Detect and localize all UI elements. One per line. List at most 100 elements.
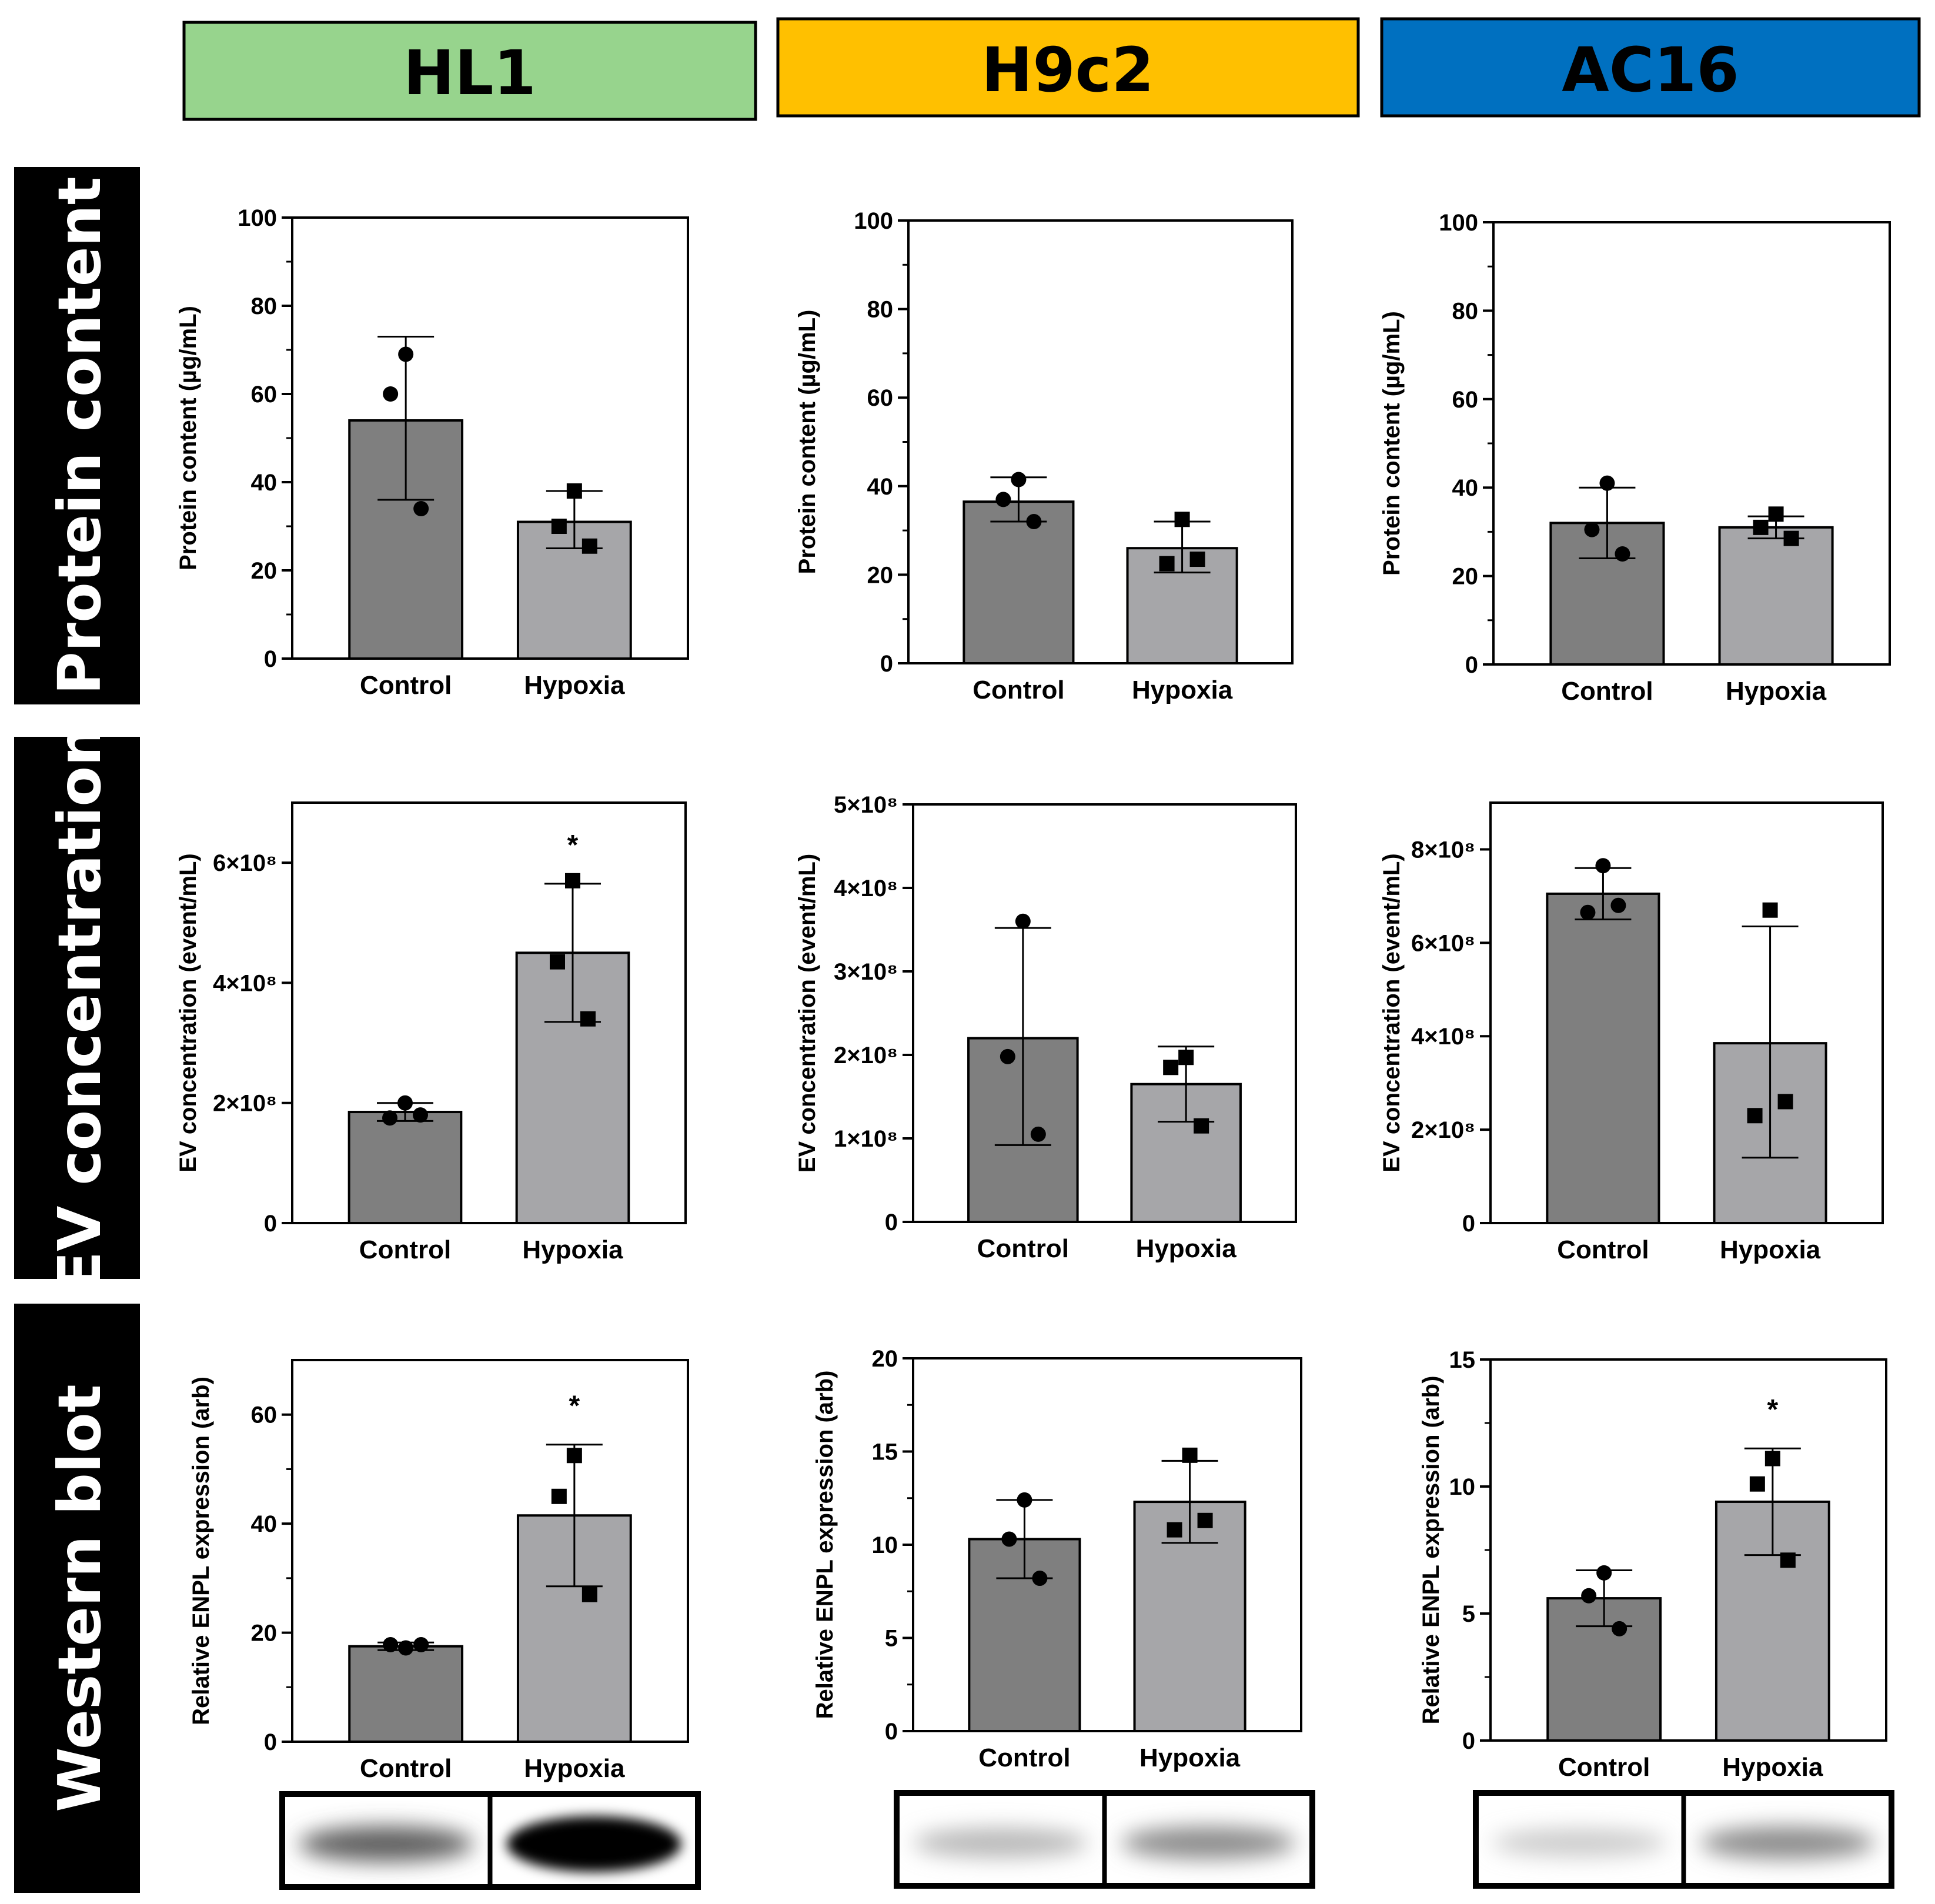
x-tick-label: Hypoxia (524, 671, 625, 700)
header-hl1-box (182, 21, 757, 121)
row-label-ev: EV concentration (14, 724, 140, 1292)
point-control (1584, 522, 1600, 537)
y-tick-label: 40 (867, 474, 894, 500)
y-tick-label: 100 (238, 205, 277, 231)
x-tick-label: Control (978, 1743, 1070, 1772)
x-tick-label: Hypoxia (1726, 677, 1827, 706)
y-axis-label: EV concentration (event/mL) (1379, 853, 1405, 1172)
y-tick-label: 60 (867, 385, 894, 411)
point-control (1612, 1621, 1627, 1636)
chart-r0-c0: 0 20 40 60 80 100 Control Hypoxia Protein conten… (175, 205, 689, 700)
header-h9c2: H9c2 (776, 17, 1360, 118)
y-tick-label: 80 (1452, 298, 1479, 324)
chart-r0-c1: 0 20 40 60 80 100 Control Hypoxia Protein conten… (794, 208, 1294, 704)
point-hypoxia (549, 954, 565, 970)
y-tick-label: 0 (264, 1729, 277, 1755)
point-control (1000, 1048, 1015, 1064)
y-tick-label: 8×10⁸ (1411, 837, 1475, 863)
y-tick-label: 20 (251, 558, 278, 584)
x-tick-label: Control (1557, 1235, 1649, 1264)
blot-band-hypoxia (1121, 1826, 1296, 1859)
x-tick-label: Hypoxia (1720, 1235, 1821, 1264)
point-control (397, 1095, 413, 1111)
y-tick-label: 100 (1439, 210, 1478, 236)
point-control (1015, 913, 1031, 929)
y-tick-label: 0 (1462, 1211, 1475, 1237)
y-tick-label: 40 (251, 1511, 278, 1537)
point-control (1580, 904, 1596, 920)
y-tick-label: 5 (885, 1626, 898, 1652)
y-axis-label: Protein content (µg/mL) (175, 306, 201, 570)
bar-control (348, 1645, 464, 1743)
y-tick-label: 60 (251, 1402, 278, 1428)
y-tick-label: 0 (1462, 1728, 1475, 1754)
point-hypoxia (1780, 1552, 1796, 1568)
x-tick-label: Control (359, 1235, 451, 1264)
y-tick-label: 10 (1449, 1474, 1476, 1500)
y-axis-label: Relative ENPL expression (arb) (1418, 1376, 1444, 1725)
x-tick-label: Hypoxia (524, 1754, 625, 1783)
row-label-protein-box (14, 167, 140, 704)
y-tick-label: 0 (264, 646, 277, 672)
significance-star: * (569, 1391, 580, 1422)
y-axis-label: Protein content (µg/mL) (1379, 311, 1405, 576)
point-control (383, 386, 399, 402)
point-hypoxia (1762, 902, 1778, 918)
row-label-ev-text: EV concentration (45, 724, 114, 1292)
chart-r2-c1: 0 5 10 15 20 Control Hypoxia Relative ENPL expr… (812, 1346, 1302, 1772)
point-control (1026, 514, 1042, 530)
y-axis-label: Protein content (µg/mL) (794, 310, 820, 574)
point-control (413, 1107, 429, 1123)
header-h9c2-box (776, 17, 1360, 118)
y-tick-label: 4×10⁸ (834, 876, 898, 901)
point-hypoxia (1178, 1050, 1194, 1065)
significance-star: * (1767, 1394, 1779, 1425)
point-control (382, 1110, 398, 1126)
y-tick-label: 100 (854, 208, 893, 234)
plot-frame (1489, 801, 1884, 1224)
chart-r1-c2: 0 2×10⁸ 4×10⁸ 6×10⁸ 8×10⁸ Control Hypoxia EV co… (1379, 801, 1884, 1264)
significance-star: * (567, 830, 579, 861)
y-tick-label: 6×10⁸ (213, 850, 277, 876)
point-control (1615, 546, 1630, 562)
y-tick-label: 15 (1449, 1347, 1476, 1373)
y-tick-label: 2×10⁸ (213, 1091, 277, 1117)
x-tick-label: Control (1558, 1753, 1650, 1782)
y-tick-label: 5×10⁸ (834, 792, 898, 818)
chart-r1-c0: * 0 2×10⁸ 4×10⁸ 6×10⁸ Control Hypoxia EV concen… (175, 801, 687, 1264)
y-tick-label: 40 (1452, 475, 1479, 501)
point-hypoxia (1189, 552, 1205, 567)
bar-control (347, 1111, 463, 1225)
y-axis-label: EV concentration (event/mL) (175, 853, 201, 1172)
point-control (1610, 897, 1626, 913)
point-control (398, 346, 414, 362)
y-tick-label: 4×10⁸ (213, 970, 277, 996)
point-hypoxia (1197, 1512, 1213, 1528)
point-control (1032, 1571, 1048, 1586)
y-tick-label: 2×10⁸ (834, 1043, 898, 1068)
blot-band-hypoxia (1700, 1826, 1875, 1859)
point-hypoxia (1159, 556, 1175, 572)
header-h9c2-label: H9c2 (981, 34, 1154, 106)
y-tick-label: 0 (885, 1210, 898, 1235)
y-tick-label: 0 (1465, 652, 1478, 678)
y-axis-label: Relative ENPL expression (arb) (812, 1371, 838, 1719)
blot-band-hypoxia (506, 1816, 681, 1872)
y-tick-label: 2×10⁸ (1411, 1117, 1475, 1143)
point-hypoxia (1764, 1451, 1780, 1467)
point-hypoxia (1174, 512, 1190, 527)
bar-hypoxia (1718, 526, 1834, 666)
point-hypoxia (1194, 1118, 1209, 1134)
blot-band-control (913, 1828, 1088, 1858)
point-hypoxia (1747, 1108, 1763, 1124)
point-control (398, 1640, 414, 1656)
point-hypoxia (1163, 1060, 1179, 1075)
point-hypoxia (566, 1448, 582, 1464)
row-label-wb-box (14, 1304, 140, 1893)
y-tick-label: 20 (1452, 564, 1479, 590)
row-label-wb-text: Western blot (45, 1384, 114, 1812)
y-tick-label: 6×10⁸ (1411, 930, 1475, 956)
header-ac16-label: AC16 (1562, 34, 1739, 106)
x-tick-label: Control (977, 1234, 1069, 1263)
